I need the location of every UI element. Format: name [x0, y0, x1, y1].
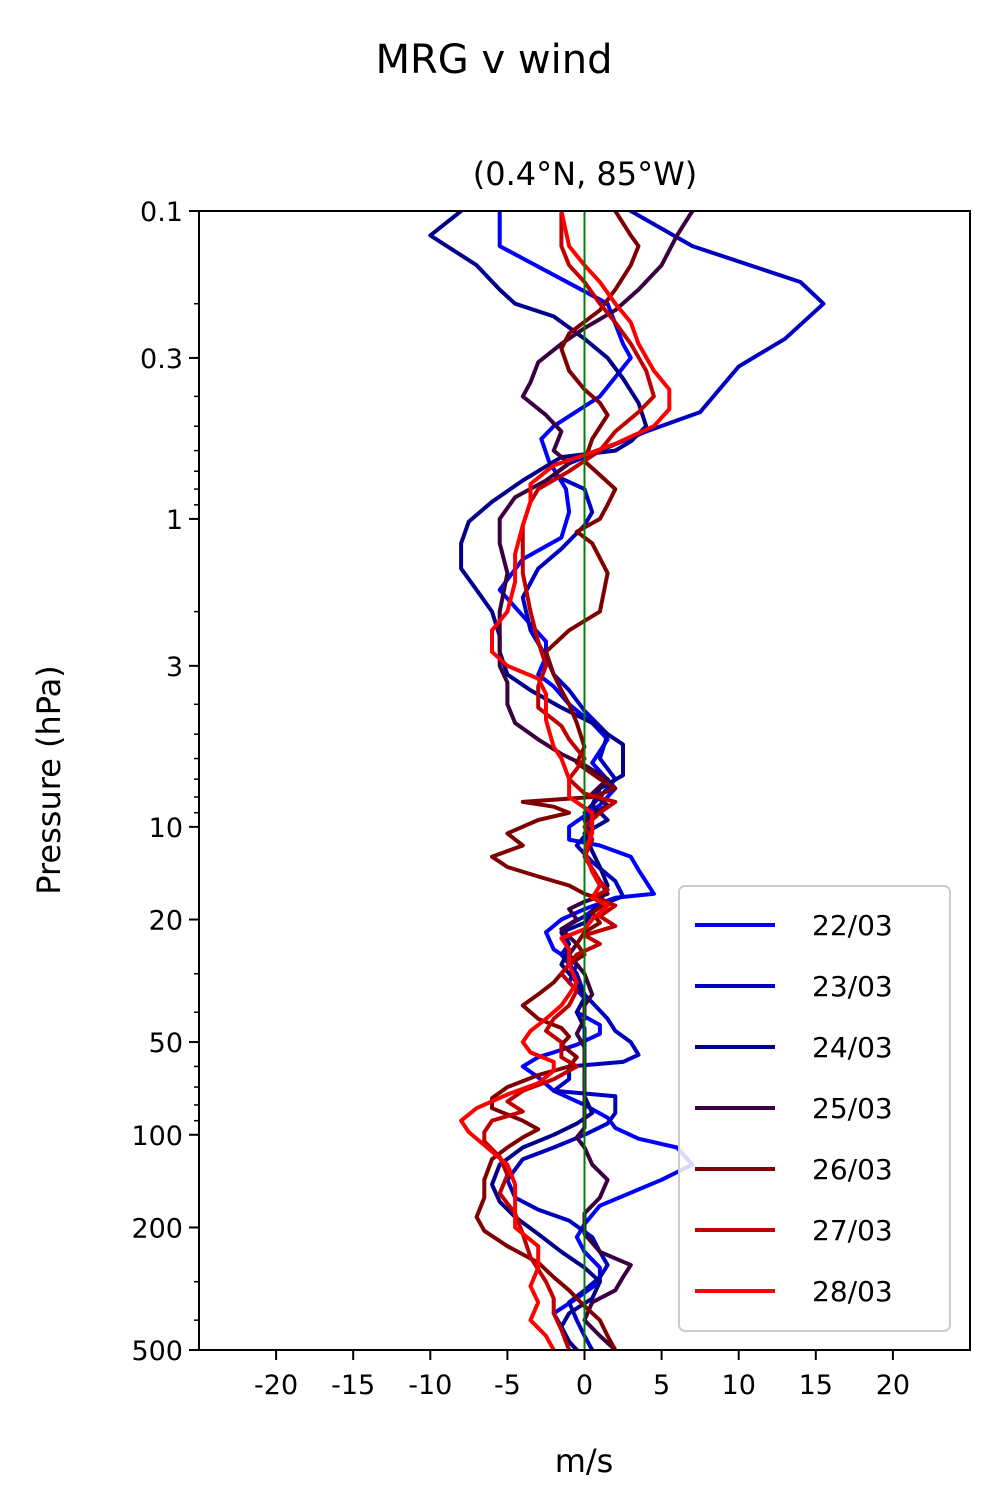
legend-label: 26/03 — [812, 1153, 893, 1186]
legend-label: 27/03 — [812, 1214, 893, 1247]
chart-title: (0.4°N, 85°W) — [473, 155, 698, 193]
y-tick-label: 0.1 — [140, 197, 183, 228]
y-tick-label: 50 — [149, 1028, 183, 1059]
x-tick-label: 0 — [576, 1370, 593, 1401]
y-tick-label: 500 — [131, 1336, 183, 1367]
x-tick-label: -10 — [408, 1370, 452, 1401]
x-tick-label: 10 — [722, 1370, 756, 1401]
legend-label: 28/03 — [812, 1275, 893, 1308]
x-tick-label: 15 — [799, 1370, 833, 1401]
x-tick-label: -15 — [331, 1370, 375, 1401]
x-axis-label: m/s — [555, 1442, 614, 1480]
legend-label: 24/03 — [812, 1031, 893, 1064]
y-axis-label: Pressure (hPa) — [30, 665, 68, 895]
x-tick-label: -20 — [254, 1370, 298, 1401]
y-tick-label: 200 — [131, 1213, 183, 1244]
y-axis-ticks: 0.1 0.3 1 3 10 20 50 100 200 500 — [131, 197, 199, 1367]
series-line-5 — [474, 211, 641, 1350]
y-tick-label: 3 — [166, 652, 183, 683]
x-tick-label: 5 — [653, 1370, 670, 1401]
legend: 22/03 23/03 24/03 25/03 26/03 27/03 28/03 — [678, 885, 951, 1332]
y-tick-label: 100 — [131, 1121, 183, 1152]
legend-box — [678, 885, 951, 1332]
series-line-7 — [459, 211, 672, 1350]
y-tick-label: 20 — [149, 906, 183, 937]
y-tick-label: 1 — [166, 505, 183, 536]
legend-label: 22/03 — [812, 909, 893, 942]
chart-suptitle: MRG v wind — [376, 37, 613, 83]
x-axis-ticks: -20 -15 -10 -5 0 5 10 15 20 — [254, 1350, 910, 1401]
plot-frame — [198, 210, 971, 1351]
series-line-3 — [428, 211, 649, 1350]
legend-label: 25/03 — [812, 1092, 893, 1125]
y-tick-label: 10 — [149, 813, 183, 844]
series-line-6 — [482, 211, 656, 1350]
x-tick-label: 20 — [876, 1370, 910, 1401]
y-tick-label: 0.3 — [140, 344, 183, 375]
x-tick-label: -5 — [494, 1370, 521, 1401]
legend-label: 23/03 — [812, 970, 893, 1003]
